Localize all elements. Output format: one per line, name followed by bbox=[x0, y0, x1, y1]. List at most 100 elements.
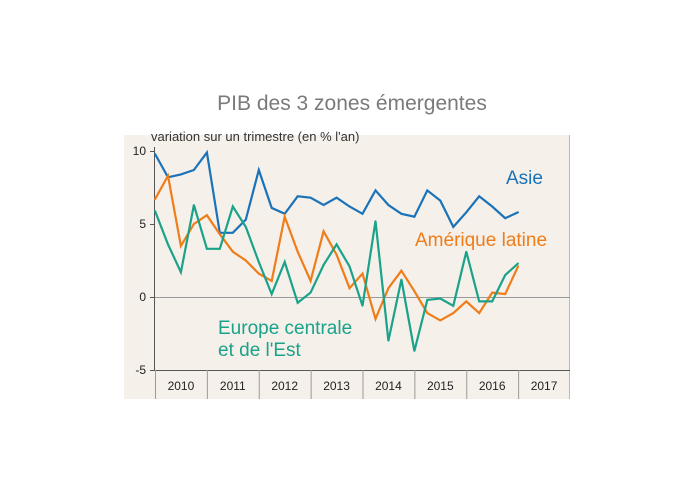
data-point bbox=[218, 247, 221, 250]
data-point bbox=[387, 339, 390, 342]
y-tick-label: 10 bbox=[133, 144, 147, 158]
data-point bbox=[426, 312, 429, 314]
series-label-asie: Asie bbox=[506, 168, 543, 189]
data-point bbox=[231, 231, 234, 234]
x-tick-label: 2013 bbox=[323, 379, 350, 393]
data-point bbox=[180, 173, 182, 176]
data-point bbox=[283, 261, 286, 263]
data-point bbox=[309, 291, 312, 294]
data-point bbox=[504, 217, 507, 220]
x-tick-label: 2017 bbox=[531, 379, 558, 393]
data-point bbox=[374, 189, 377, 192]
data-point bbox=[206, 151, 208, 154]
x-tick-label: 2010 bbox=[168, 379, 195, 393]
data-point bbox=[426, 299, 429, 301]
data-point bbox=[478, 300, 481, 303]
data-point bbox=[244, 218, 247, 221]
data-point bbox=[283, 215, 286, 218]
data-point bbox=[309, 280, 312, 282]
data-point bbox=[322, 230, 325, 233]
data-point bbox=[413, 215, 416, 218]
data-point bbox=[206, 214, 208, 217]
data-point bbox=[257, 272, 260, 275]
data-point bbox=[231, 250, 234, 253]
data-point bbox=[335, 243, 338, 246]
data-point bbox=[439, 199, 442, 202]
data-point bbox=[387, 287, 390, 290]
data-point bbox=[296, 250, 299, 253]
series-label-amerique-latine: Amérique latine bbox=[415, 230, 547, 251]
data-point bbox=[270, 293, 273, 295]
data-point bbox=[465, 300, 468, 303]
x-tick-label: 2015 bbox=[427, 379, 454, 393]
axes: 10 5 0 -5 2010 2011 2012 2013 2014 2015 2016 2017 bbox=[133, 144, 570, 399]
data-point bbox=[374, 318, 377, 320]
data-point bbox=[491, 205, 494, 208]
y-tick-label: -5 bbox=[135, 363, 146, 377]
data-point bbox=[361, 304, 364, 307]
data-point bbox=[193, 223, 195, 225]
data-point bbox=[361, 212, 364, 215]
data-point bbox=[413, 350, 416, 352]
y-tick-label: 0 bbox=[139, 290, 146, 304]
data-point bbox=[193, 204, 195, 206]
data-point bbox=[517, 265, 519, 268]
data-point bbox=[167, 174, 169, 177]
data-point bbox=[296, 195, 299, 198]
data-point bbox=[439, 319, 442, 322]
data-point bbox=[517, 262, 519, 265]
data-point bbox=[452, 226, 455, 228]
data-point bbox=[348, 265, 351, 268]
data-point bbox=[167, 243, 169, 246]
data-point bbox=[218, 233, 221, 236]
data-point bbox=[335, 196, 338, 199]
data-point bbox=[231, 205, 234, 208]
data-point bbox=[439, 297, 442, 300]
data-point bbox=[478, 312, 481, 314]
data-point bbox=[465, 250, 468, 253]
data-point bbox=[322, 264, 325, 266]
data-point bbox=[491, 291, 494, 294]
x-tick-label: 2012 bbox=[271, 379, 298, 393]
data-point bbox=[180, 271, 182, 274]
data-point bbox=[296, 301, 299, 304]
data-point bbox=[400, 278, 403, 281]
data-point bbox=[452, 312, 455, 314]
data-point bbox=[426, 189, 429, 192]
data-point bbox=[491, 300, 494, 303]
data-point bbox=[244, 226, 247, 228]
data-point bbox=[374, 220, 377, 223]
data-point bbox=[322, 204, 325, 206]
data-point bbox=[154, 153, 156, 155]
data-point bbox=[244, 259, 247, 262]
data-point bbox=[270, 280, 273, 282]
data-point bbox=[257, 169, 260, 171]
data-point bbox=[452, 304, 455, 307]
data-point bbox=[504, 274, 507, 276]
chart-title: PIB des 3 zones émergentes bbox=[217, 92, 487, 115]
y-axis-label: variation sur un trimestre (en % l'an) bbox=[151, 129, 359, 144]
series-label-europe-line-2: et de l'Est bbox=[218, 340, 302, 361]
x-tick-label: 2016 bbox=[479, 379, 506, 393]
data-point bbox=[193, 169, 195, 171]
data-point bbox=[154, 198, 156, 201]
data-point bbox=[206, 247, 208, 250]
series-lines bbox=[153, 149, 520, 352]
data-point bbox=[504, 293, 507, 295]
data-point bbox=[180, 245, 182, 247]
data-point bbox=[400, 212, 403, 215]
data-point bbox=[335, 253, 338, 256]
x-tick-label: 2011 bbox=[220, 379, 246, 393]
data-point bbox=[478, 195, 481, 198]
data-point bbox=[257, 261, 260, 263]
data-point bbox=[270, 207, 273, 209]
y-tick-label: 5 bbox=[139, 217, 146, 231]
data-point bbox=[465, 211, 468, 214]
series-label-europe-line-1: Europe centrale bbox=[218, 318, 352, 339]
data-point bbox=[361, 272, 364, 275]
plot-background bbox=[124, 135, 570, 399]
data-point bbox=[413, 290, 416, 293]
data-point bbox=[154, 210, 156, 212]
data-point bbox=[387, 204, 390, 206]
